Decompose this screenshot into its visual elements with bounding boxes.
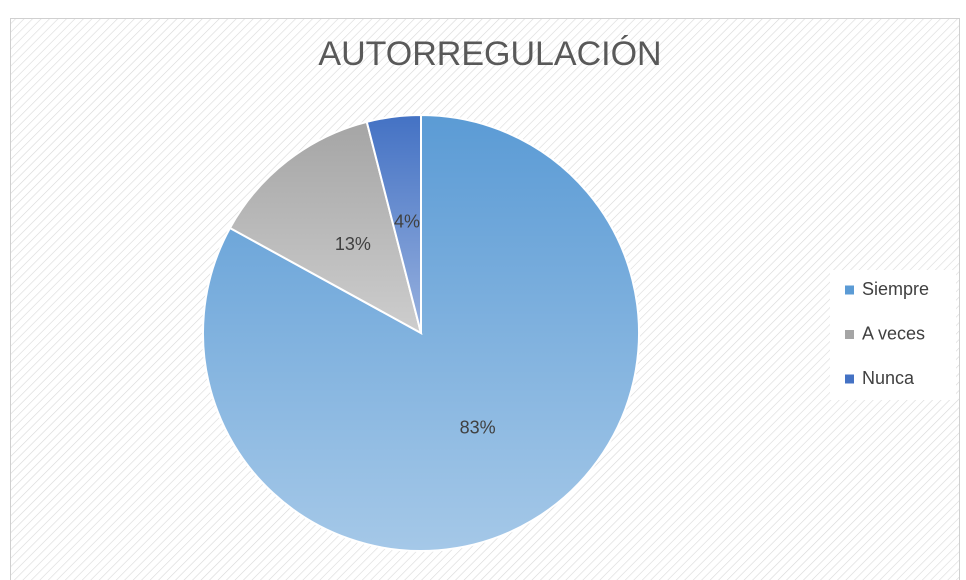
slice-shade — [229, 121, 421, 333]
legend-label: Siempre — [862, 279, 929, 299]
legend-label: A veces — [862, 323, 925, 343]
pie — [202, 113, 640, 552]
legend-marker — [845, 374, 854, 384]
data-label: 4% — [394, 211, 420, 231]
legend-marker — [845, 285, 854, 295]
chart-title: AUTORREGULACIÓN — [318, 35, 661, 73]
legend-label: Nunca — [862, 368, 915, 388]
legend-marker — [845, 330, 854, 339]
data-label: 13% — [335, 234, 371, 254]
slice-shade — [366, 115, 421, 333]
data-label: 83% — [460, 417, 496, 437]
